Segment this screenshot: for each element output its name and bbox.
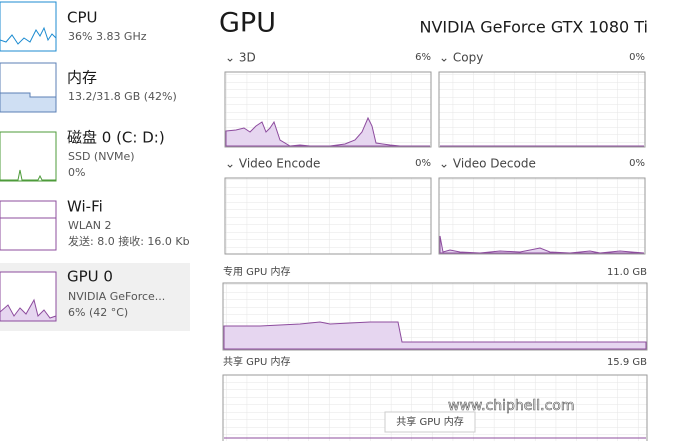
graph-line — [223, 321, 647, 350]
engine-label[interactable]: ⌄ Video Encode — [225, 157, 320, 171]
wifi-detail: 发送: 8.0 接收: 16.0 Kb — [68, 234, 190, 248]
mem-label[interactable]: 内存 — [67, 69, 97, 87]
engine-usage: 0% — [415, 158, 431, 169]
engine-label[interactable]: ⌄ Video Decode — [439, 157, 536, 171]
disk-graph — [0, 169, 56, 181]
memory-total: 11.0 GB — [607, 267, 647, 278]
gpu-model: NVIDIA GeForce GTX 1080 Ti — [420, 18, 649, 37]
disk-thumb[interactable] — [0, 131, 57, 182]
graph-line — [225, 116, 430, 147]
cpu-graph — [0, 26, 57, 45]
mem-graph — [0, 92, 57, 113]
graph — [438, 177, 646, 255]
disk-detail: SSD (NVMe) — [68, 150, 135, 163]
gpu-detail: NVIDIA GeForce... — [68, 290, 165, 303]
graph-line — [439, 235, 645, 254]
clip: 发送: 8.0 接收: 16.0 Kb — [68, 234, 190, 248]
mem-detail: 13.2/31.8 GB (42%) — [68, 90, 177, 103]
cpu-thumb[interactable] — [0, 1, 57, 52]
tooltip-text: 共享 GPU 内存 — [396, 415, 463, 428]
disk-label[interactable]: 磁盘 0 (C: D:) — [67, 129, 165, 147]
gpu-label[interactable]: GPU 0 — [67, 268, 113, 286]
wifi-thumb[interactable] — [0, 200, 57, 251]
page-title: GPU — [219, 8, 276, 39]
graph — [438, 71, 646, 148]
engine-usage: 6% — [415, 52, 431, 63]
engine-label[interactable]: ⌄ 3D — [225, 51, 256, 65]
memory-label: 共享 GPU 内存 — [223, 355, 290, 368]
engine-label[interactable]: ⌄ Copy — [439, 51, 483, 65]
wifi-label[interactable]: Wi-Fi — [67, 198, 103, 216]
gpu-detail: 6% (42 °C) — [68, 306, 128, 319]
cpu-detail: 36% 3.83 GHz — [68, 30, 147, 43]
watermark: www.chiphell.com — [448, 398, 574, 414]
cpu-label[interactable]: CPU — [67, 9, 98, 27]
wifi-detail: WLAN 2 — [68, 219, 112, 232]
tooltip — [384, 411, 476, 433]
engine-usage: 0% — [629, 158, 645, 169]
gpu-graph — [0, 298, 57, 322]
memory-label: 专用 GPU 内存 — [223, 265, 290, 278]
memory-total: 15.9 GB — [607, 357, 647, 368]
graph — [224, 177, 432, 255]
disk-detail: 0% — [68, 166, 85, 179]
engine-usage: 0% — [629, 52, 645, 63]
